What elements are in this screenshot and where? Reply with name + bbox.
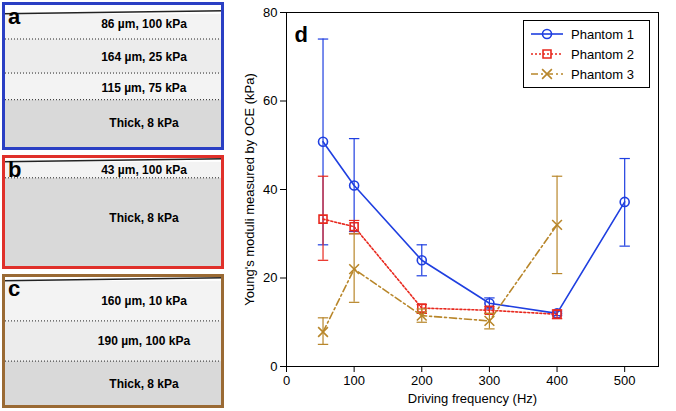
svg-text:400: 400	[546, 373, 568, 388]
svg-text:c: c	[8, 276, 20, 301]
svg-text:Thick, 8 kPa: Thick, 8 kPa	[109, 377, 179, 391]
svg-text:20: 20	[263, 270, 277, 285]
svg-text:115 µm, 75 kPa: 115 µm, 75 kPa	[102, 81, 187, 95]
svg-text:190 µm, 100 kPa: 190 µm, 100 kPa	[98, 334, 191, 348]
svg-text:80: 80	[263, 5, 277, 20]
svg-text:Thick, 8 kPa: Thick, 8 kPa	[109, 211, 179, 225]
svg-text:a: a	[8, 4, 21, 29]
svg-text:100: 100	[343, 373, 365, 388]
svg-text:500: 500	[614, 373, 636, 388]
svg-text:43 µm, 100 kPa: 43 µm, 100 kPa	[101, 163, 187, 177]
svg-text:0: 0	[270, 359, 277, 374]
svg-text:40: 40	[263, 182, 277, 197]
svg-text:b: b	[8, 157, 21, 182]
svg-text:86 µm, 100 kPa: 86 µm, 100 kPa	[101, 17, 187, 31]
svg-text:Driving frequency (Hz): Driving frequency (Hz)	[408, 391, 537, 406]
svg-text:60: 60	[263, 93, 277, 108]
svg-text:200: 200	[411, 373, 433, 388]
svg-text:164 µm, 25 kPa: 164 µm, 25 kPa	[101, 50, 187, 64]
svg-text:Phantom 3: Phantom 3	[571, 67, 634, 82]
svg-text:0: 0	[283, 373, 290, 388]
svg-text:d: d	[295, 22, 308, 47]
svg-text:Thick, 8 kPa: Thick, 8 kPa	[109, 116, 179, 130]
svg-text:300: 300	[479, 373, 501, 388]
svg-text:160 µm, 10 kPa: 160 µm, 10 kPa	[101, 294, 187, 308]
svg-text:Phantom 1: Phantom 1	[571, 27, 634, 42]
svg-text:Young's moduli measured by OCE: Young's moduli measured by OCE (kPa)	[242, 73, 257, 306]
svg-text:Phantom 2: Phantom 2	[571, 47, 634, 62]
